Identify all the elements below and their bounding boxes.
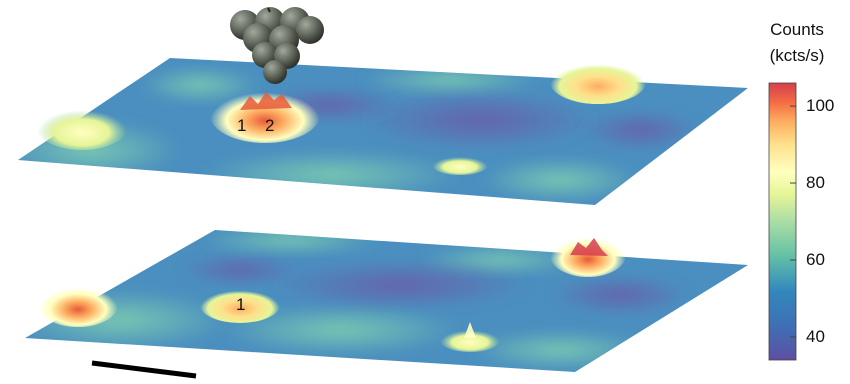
top-peak-label-2: 2 xyxy=(265,116,274,135)
colorbar-tick-label: 60 xyxy=(806,249,825,269)
bottom-surface-map: 1 xyxy=(25,230,748,372)
bottom-peak-center xyxy=(200,287,280,323)
top-peak-left xyxy=(37,106,127,150)
colorbar-title-line1: Counts xyxy=(770,20,824,39)
top-peak-small xyxy=(432,155,488,175)
top-peak-right xyxy=(550,60,646,104)
top-peak-center xyxy=(210,87,320,143)
top-surface-map: 1 2 xyxy=(18,58,748,205)
colorbar-title-line2: (kcts/s) xyxy=(769,46,825,65)
scale-bar xyxy=(91,360,197,379)
colorbar-tick-label: 100 xyxy=(806,96,835,116)
colorbar-gradient xyxy=(768,82,797,361)
colorbar-tick-label: 40 xyxy=(806,326,825,346)
bottom-peak-small xyxy=(440,328,500,352)
colorbar-tick-label: 80 xyxy=(806,173,825,193)
colorbar-ticks xyxy=(790,105,796,338)
colorbar xyxy=(768,82,797,361)
bottom-peak-label-1: 1 xyxy=(236,295,245,314)
probe-cluster xyxy=(230,7,324,84)
top-peak-label-1: 1 xyxy=(237,116,246,135)
bottom-peak-left xyxy=(38,283,118,327)
